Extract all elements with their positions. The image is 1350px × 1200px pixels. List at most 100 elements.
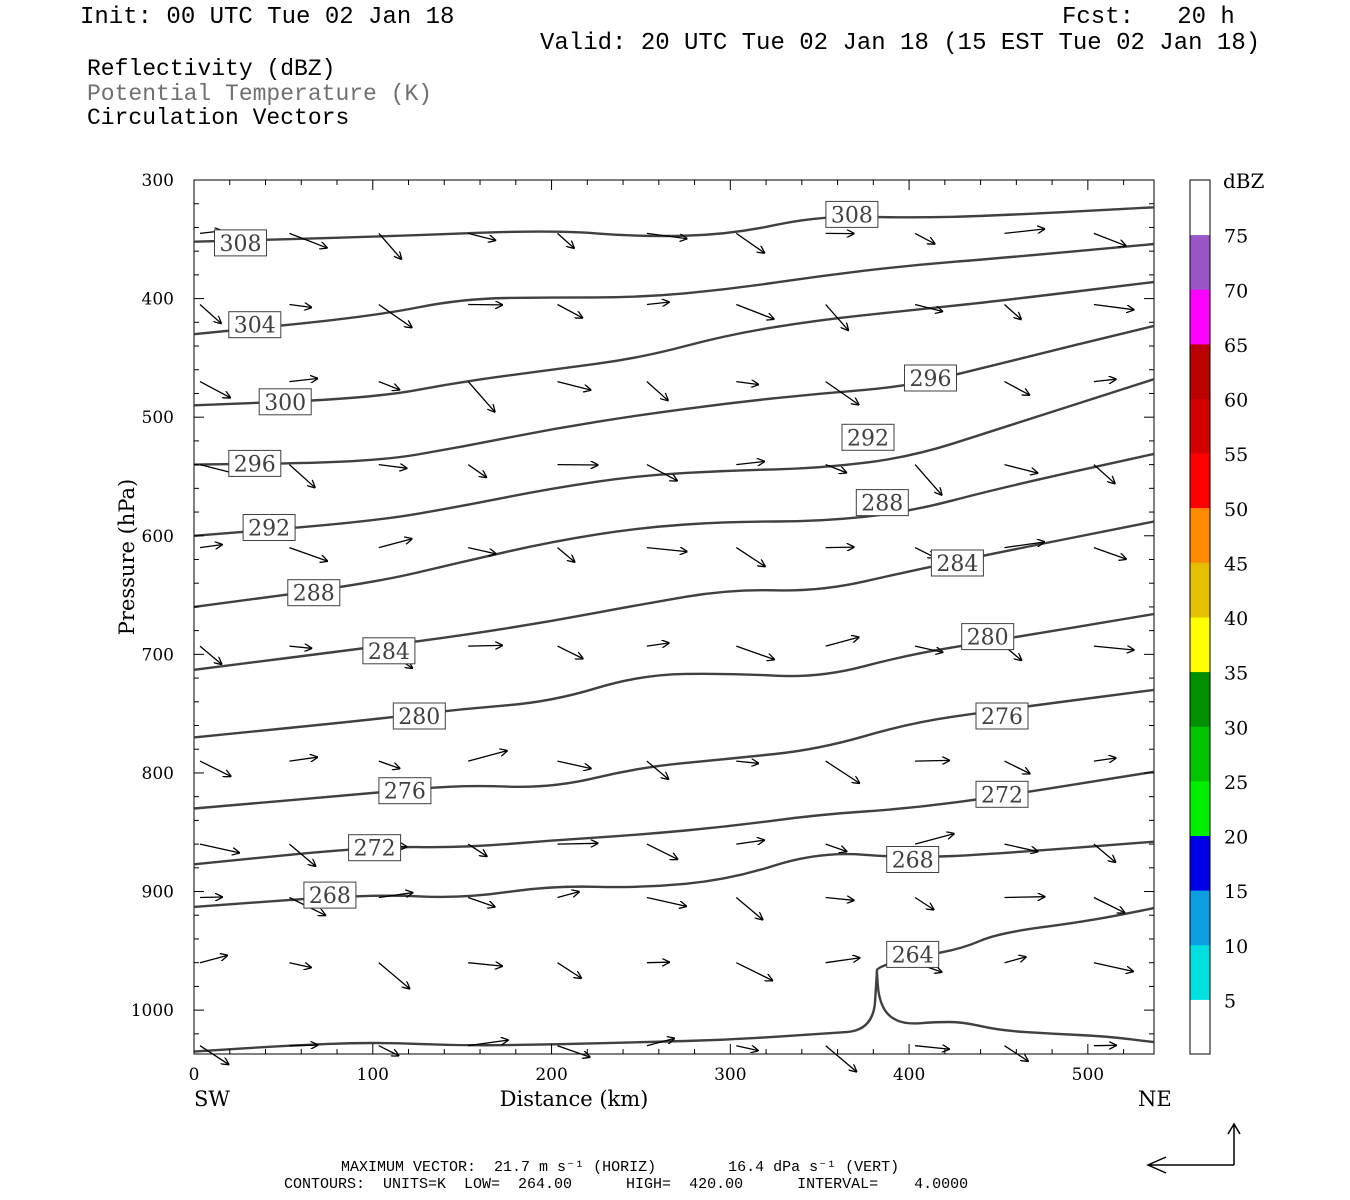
theta-contour-288: [193, 452, 1155, 609]
circulation-vector: [1004, 897, 1045, 898]
forecast-hour: Fcst: 20 h: [1062, 4, 1235, 31]
contour-label-288: 288: [293, 582, 335, 607]
circulation-vector: [736, 462, 764, 465]
circulation-vector: [199, 645, 221, 664]
circulation-vector: [1093, 232, 1126, 245]
colorbar-tick-70: 70: [1224, 280, 1248, 302]
x-tick-label-400: 400: [893, 1065, 925, 1085]
circulation-vector: [1093, 303, 1134, 310]
circulation-vector: [289, 305, 311, 308]
circulation-vector: [468, 232, 495, 240]
circulation-vector: [825, 843, 847, 851]
circulation-vector: [914, 834, 954, 845]
contour-label-box: [961, 623, 1015, 651]
circulation-vector: [557, 303, 583, 318]
circulation-vector: [199, 381, 230, 398]
contour-label-280: 280: [398, 705, 440, 730]
circulation-vector: [199, 545, 222, 548]
circulation-vector: [825, 381, 859, 405]
circulation-vector: [736, 645, 774, 659]
contour-label-272: 272: [354, 837, 396, 862]
circulation-vector: [378, 962, 410, 989]
max-vector-note: MAXIMUM VECTOR: 21.7 m s⁻¹ (HORIZ) 16.4 …: [341, 1159, 900, 1176]
contour-label-268: 268: [309, 884, 351, 909]
contour-label-308: 308: [831, 203, 873, 228]
circulation-vector: [557, 843, 598, 844]
circulation-vector: [646, 381, 668, 401]
circulation-vector: [289, 232, 326, 247]
theta-contour-264: [875, 906, 1155, 973]
theta-contour-264: [875, 972, 1155, 1044]
colorbar-tick-50: 50: [1224, 499, 1248, 521]
circulation-vector: [199, 760, 231, 776]
circulation-vector: [646, 962, 669, 963]
circulation-vector: [289, 546, 327, 561]
colorbar-tick-55: 55: [1224, 444, 1248, 466]
circulation-vector: [378, 303, 412, 328]
field-label-circulation-vectors: Circulation Vectors: [87, 105, 350, 131]
circulation-vector: [1004, 304, 1021, 320]
circulation-vector: [736, 962, 772, 981]
y-axis-label: Pressure (hPa): [115, 479, 139, 635]
y-tick-label-500: 500: [142, 408, 174, 428]
contour-label-box: [930, 549, 984, 577]
field-label-reflectivity: Reflectivity (dBZ): [87, 56, 336, 82]
contour-label-308: 308: [220, 232, 262, 257]
circulation-vector: [646, 548, 687, 552]
colorbar-swatch: [1190, 453, 1210, 509]
colorbar-border: [1189, 179, 1211, 1055]
contour-label-box: [841, 423, 895, 451]
theta-contour-276: [193, 688, 1155, 810]
circulation-vector: [467, 896, 494, 907]
circulation-vector: [557, 1045, 590, 1057]
circulation-vector: [1093, 758, 1116, 761]
circulation-vector: [468, 751, 507, 762]
circulation-vector: [825, 463, 847, 473]
circulation-vector: [646, 760, 668, 779]
x-tick-label-300: 300: [714, 1065, 746, 1085]
colorbar-swatch: [1190, 343, 1210, 399]
circulation-vector: [199, 897, 222, 898]
circulation-vector: [557, 547, 575, 562]
circulation-vector: [289, 962, 311, 968]
valid-time: Valid: 20 UTC Tue 02 Jan 18 (15 EST Tue …: [540, 30, 1261, 57]
circulation-vector: [735, 547, 765, 567]
plot-area-border: [193, 179, 1155, 1055]
circulation-vector: [1004, 542, 1045, 549]
field-label-potential-temperature: Potential Temperature (K): [87, 81, 433, 107]
contour-label-264: 264: [892, 943, 934, 968]
colorbar-swatch: [1190, 671, 1210, 727]
colorbar-tick-75: 75: [1224, 226, 1248, 248]
circulation-vector: [467, 464, 486, 478]
circulation-vector: [1093, 464, 1115, 484]
y-tick-label-900: 900: [142, 883, 174, 903]
x-axis-end-label-left: SW: [194, 1087, 230, 1111]
y-tick-label-1000: 1000: [131, 1001, 174, 1021]
theta-contour-296: [193, 324, 1155, 466]
circulation-vector: [288, 843, 315, 866]
circulation-vector: [825, 547, 854, 548]
circulation-vector: [736, 761, 758, 763]
circulation-vector: [378, 380, 400, 390]
contour-label-box: [886, 846, 940, 873]
theta-contour-300: [193, 280, 1155, 407]
colorbar-swatch: [1190, 835, 1210, 891]
contour-label-300: 300: [264, 391, 306, 416]
circulation-vector: [915, 760, 949, 761]
contour-label-box: [975, 780, 1029, 808]
y-tick-label-300: 300: [142, 171, 174, 191]
circulation-vector: [646, 643, 669, 646]
y-tick-label-600: 600: [142, 527, 174, 547]
circulation-vector: [289, 646, 311, 648]
y-tick-label-700: 700: [142, 645, 174, 665]
colorbar-swatch: [1190, 999, 1210, 1055]
circulation-vector: [378, 232, 401, 259]
circulation-vector: [1004, 957, 1026, 964]
contour-label-box: [303, 881, 357, 909]
colorbar-tick-5: 5: [1224, 990, 1236, 1012]
colorbar-swatch: [1190, 726, 1210, 782]
contour-label-box: [228, 311, 282, 339]
colorbar-swatch: [1190, 890, 1210, 946]
circulation-vector: [646, 302, 669, 304]
circulation-vector: [825, 958, 860, 964]
